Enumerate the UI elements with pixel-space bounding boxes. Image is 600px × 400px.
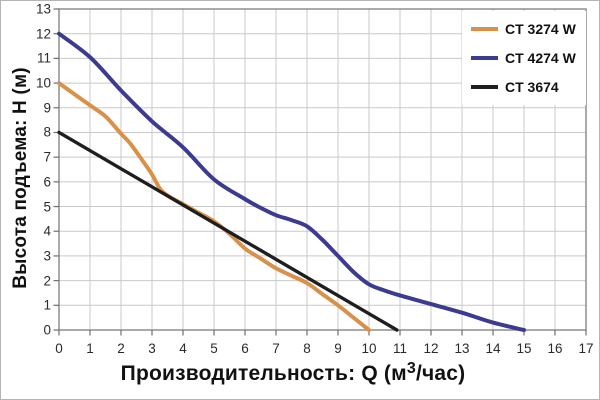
y-axis-title: Высота подъема: H (м) [10,67,31,289]
legend-item-ct-3674: CT 3674 [471,79,586,95]
x-tick-label: 12 [423,341,439,356]
x-axis-title-text: Производительность: Q (м [120,362,407,385]
y-tick-label: 11 [36,50,51,66]
x-tick-label: 16 [547,341,563,356]
y-tick-label: 6 [43,174,51,190]
legend-swatch-black [471,84,498,89]
x-tick-label: 10 [361,341,377,356]
y-tick-label: 0 [43,322,51,338]
y-tick-label: 3 [43,248,51,264]
legend-swatch-orange [471,27,498,32]
x-tick-label: 17 [578,341,594,356]
series-curve-ct-3674 [57,130,399,332]
legend-label: CT 4274 W [505,49,576,66]
x-tick-label: 13 [454,341,470,356]
x-tick-label: 5 [210,341,218,356]
legend-label: CT 3674 [505,78,559,95]
y-tick-label: 8 [43,124,51,140]
plot-border [58,8,587,331]
chart-legend: CT 3274 W CT 4274 W CT 3674 [462,11,586,105]
y-tick-label: 9 [43,100,51,116]
x-tick-label: 9 [334,341,342,356]
y-tick-label: 4 [43,223,51,239]
x-tick-label: 11 [392,341,408,356]
legend-swatch-blue [471,55,498,60]
y-tick-label: 2 [43,273,51,289]
x-tick-label: 15 [516,341,532,356]
x-tick-label: 14 [485,341,501,356]
x-axis-title-superscript: 3 [406,360,416,377]
y-tick-label: 1 [43,297,51,313]
x-tick-label: 1 [86,341,94,356]
series-curve-ct-4274-w [57,31,526,332]
x-tick-label: 4 [179,341,187,356]
legend-label: CT 3274 W [505,21,576,38]
legend-item-ct-4274-w: CT 4274 W [471,50,586,66]
x-tick-label: 7 [272,341,280,356]
y-tick-label: 5 [43,199,51,215]
x-axis-title-suffix: /час) [415,362,466,385]
y-tick-label: 7 [43,149,51,165]
x-axis-title: Производительность: Q (м3/час) [121,359,466,386]
y-tick-label: 10 [35,75,51,91]
legend-item-ct-3274-w: CT 3274 W [471,21,586,37]
y-tick-label: 12 [35,26,51,42]
x-tick-label: 0 [55,341,63,356]
x-tick-label: 3 [148,341,156,356]
x-tick-label: 2 [117,341,125,356]
x-tick-label: 6 [241,341,249,356]
x-tick-label: 8 [303,341,311,356]
y-tick-label: 13 [35,1,51,17]
